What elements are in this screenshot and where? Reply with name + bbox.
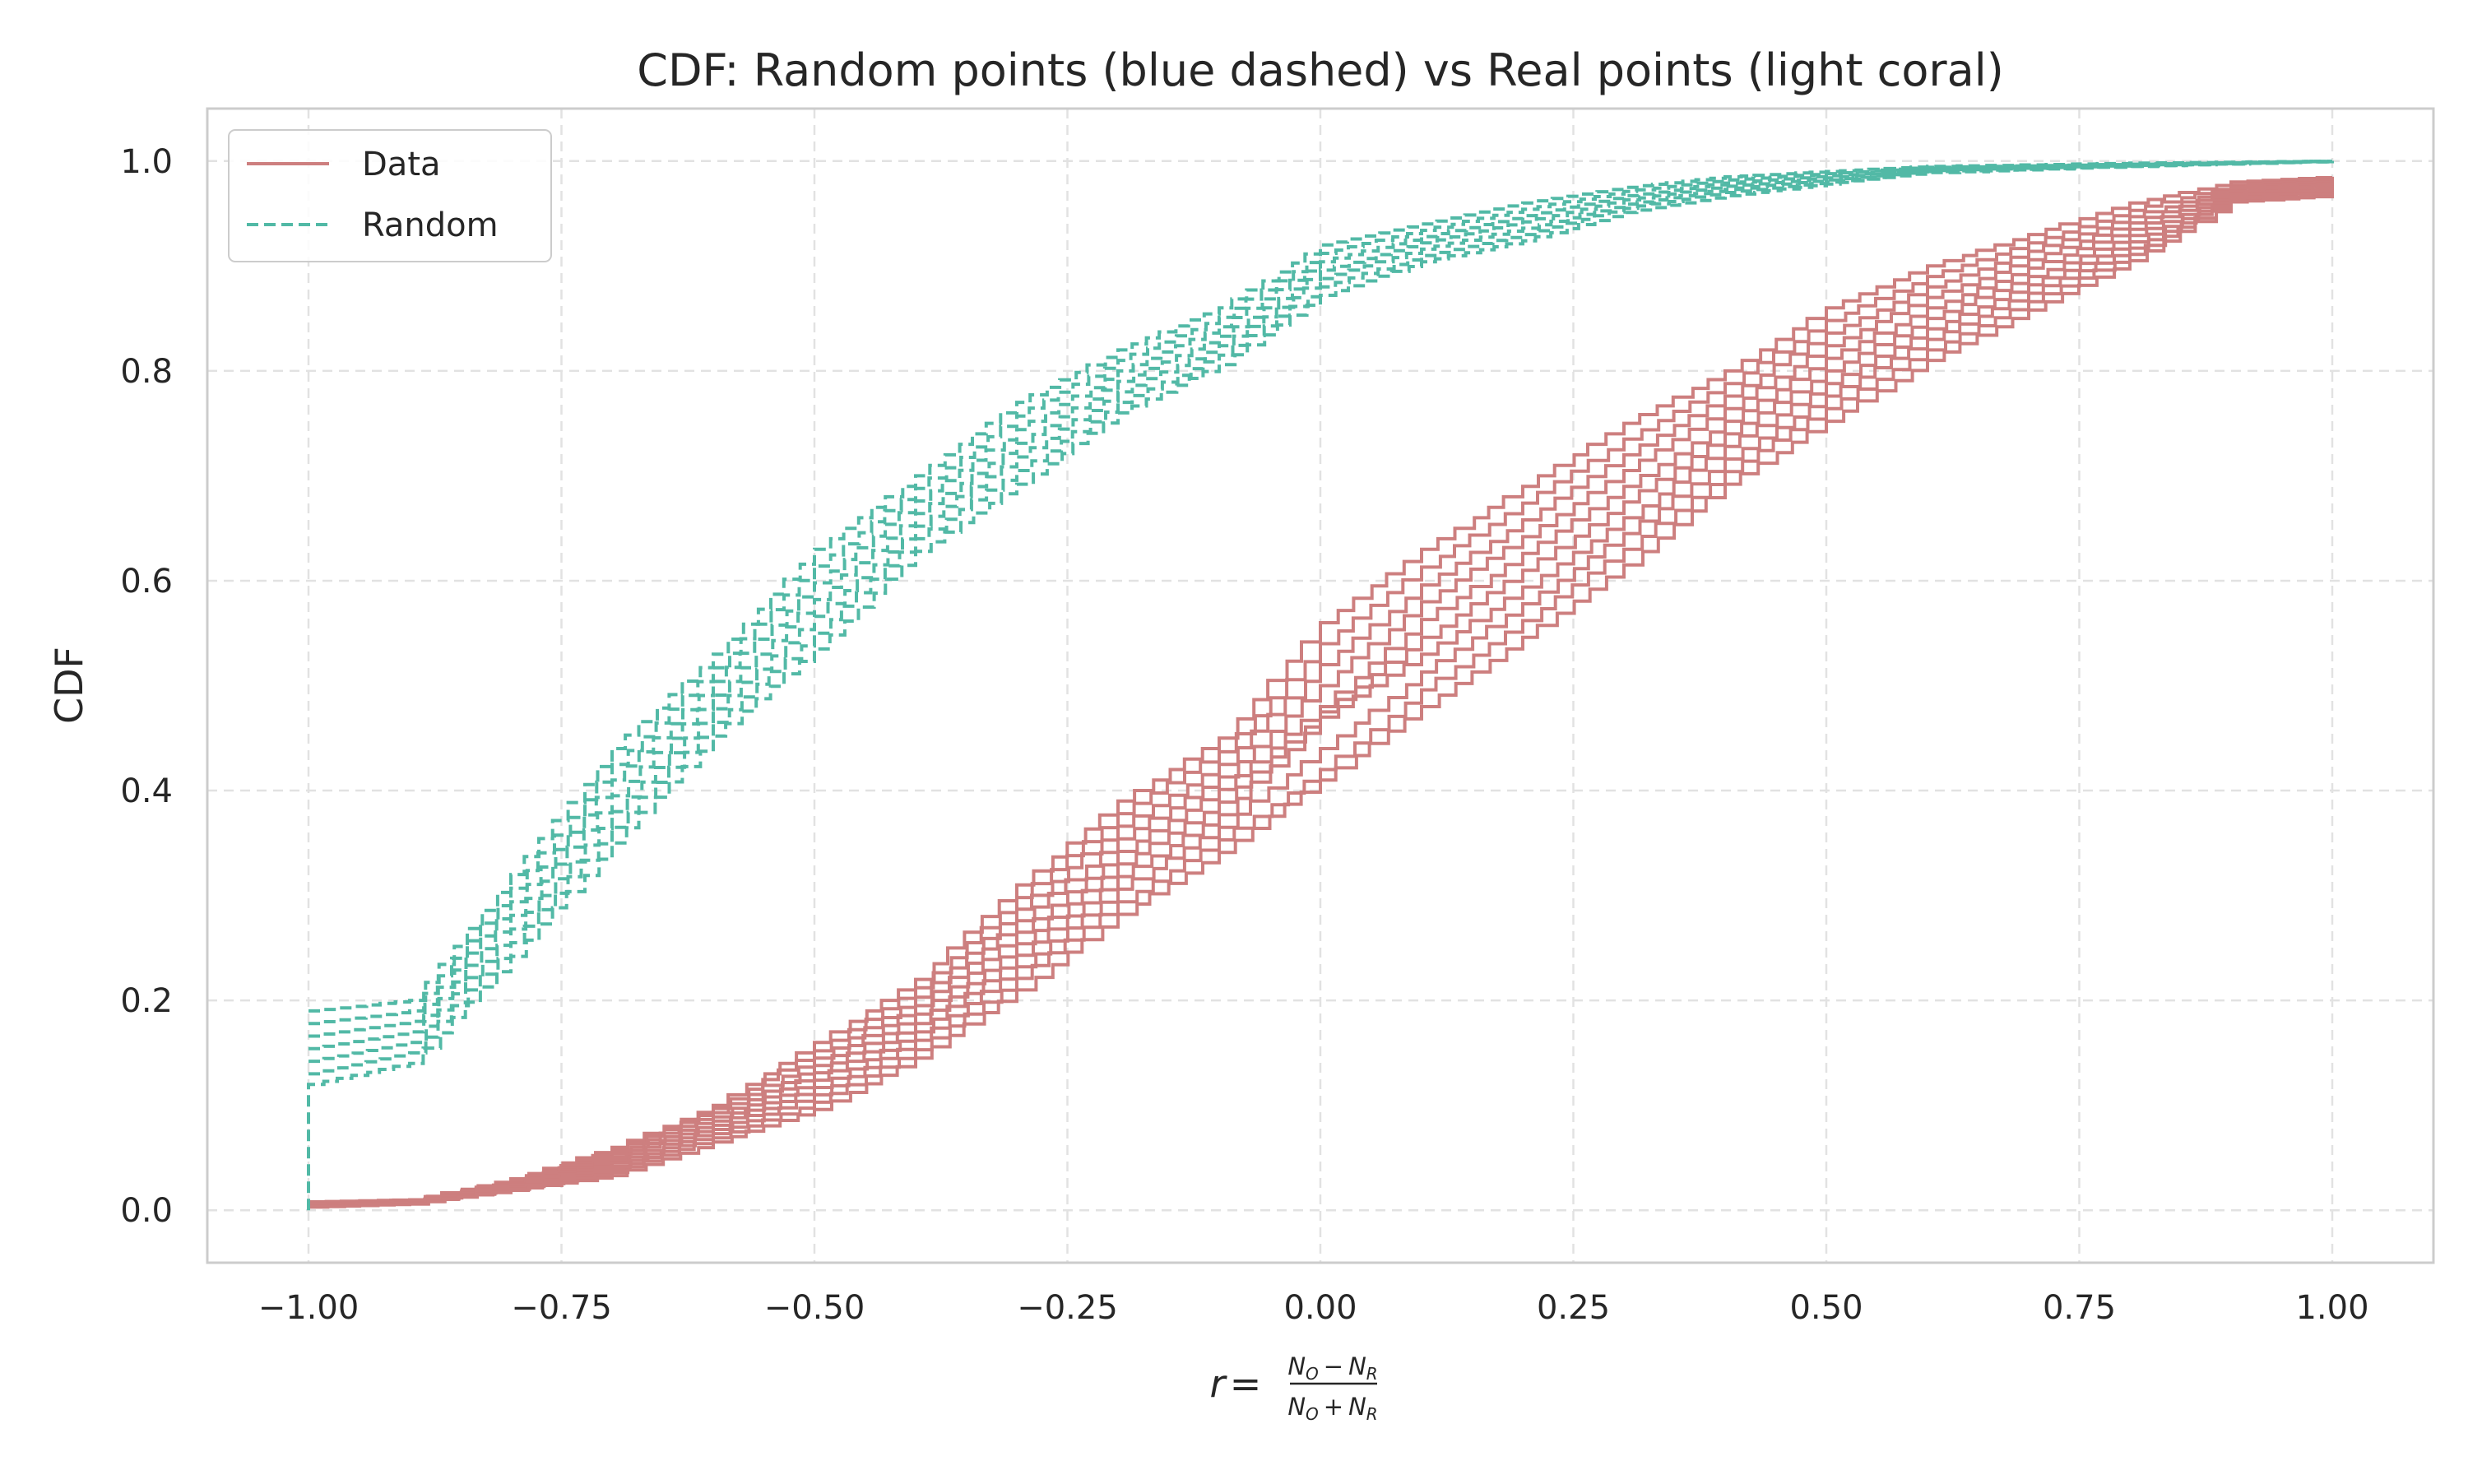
series-data-curve-8 xyxy=(308,192,2334,1208)
series-data-curve-6 xyxy=(308,188,2334,1207)
numerator-term-a: N xyxy=(1287,1352,1306,1380)
denominator-sub-a: O xyxy=(1306,1404,1319,1424)
series-layer xyxy=(307,160,2334,1211)
series-data xyxy=(308,176,2334,1209)
numerator-sub-b: R xyxy=(1366,1364,1378,1384)
series-random-curve-0 xyxy=(308,160,2334,1013)
x-tick-label: 1.00 xyxy=(2295,1289,2368,1327)
denominator-operator: + xyxy=(1324,1393,1343,1421)
series-random-curve-6 xyxy=(307,160,2334,1211)
x-axis-label-lhs: r xyxy=(1210,1361,1228,1406)
series-random-curve-2 xyxy=(308,160,2334,1038)
numerator-operator: − xyxy=(1324,1352,1343,1380)
x-tick-label: 0.75 xyxy=(2043,1289,2116,1327)
x-tick-labels: −1.00 −0.75 −0.50 −0.25 0.00 0.25 0.50 0.75 1.00 xyxy=(258,1289,2369,1327)
numerator-sub-a: O xyxy=(1306,1364,1319,1384)
legend-label-data: Data xyxy=(362,146,441,183)
x-tick-label: 0.50 xyxy=(1789,1289,1863,1327)
x-axis-label-denominator: NO + NR xyxy=(1287,1393,1377,1424)
x-tick-label: 0.00 xyxy=(1283,1289,1357,1327)
series-random-curve-4 xyxy=(308,160,2334,1064)
series-data-curve-1 xyxy=(308,178,2334,1205)
series-data-curve-9 xyxy=(308,195,2334,1209)
x-axis-label-numerator: NO − NR xyxy=(1287,1352,1377,1384)
x-tick-label: −0.50 xyxy=(764,1289,865,1327)
denominator-term-a: N xyxy=(1287,1393,1306,1421)
series-random-curve-3 xyxy=(308,160,2334,1050)
y-tick-label: 0.4 xyxy=(120,772,173,810)
y-tick-label: 1.0 xyxy=(120,143,173,181)
y-tick-labels: 0.0 0.2 0.4 0.6 0.8 1.0 xyxy=(120,143,173,1230)
series-data-curve-0 xyxy=(308,176,2334,1203)
series-data-curve-7 xyxy=(308,191,2334,1208)
y-tick-label: 0.6 xyxy=(120,563,173,601)
x-tick-label: −1.00 xyxy=(258,1289,360,1327)
chart-title: CDF: Random points (blue dashed) vs Real… xyxy=(637,44,2004,96)
x-tick-label: −0.75 xyxy=(511,1289,612,1327)
grid xyxy=(207,109,2433,1263)
series-data-curve-4 xyxy=(308,184,2334,1206)
series-random xyxy=(307,160,2334,1211)
x-axis-label-equals: = xyxy=(1230,1361,1262,1406)
y-tick-label: 0.8 xyxy=(120,353,173,391)
legend: Data Random xyxy=(228,129,552,262)
y-tick-label: 0.2 xyxy=(120,982,173,1020)
legend-label-random: Random xyxy=(362,206,499,244)
plot-frame xyxy=(206,107,2435,1264)
denominator-term-b: N xyxy=(1348,1393,1366,1421)
x-axis-label: r = NO − NR NO + NR xyxy=(1210,1352,1378,1424)
series-data-curve-5 xyxy=(308,186,2334,1207)
numerator-term-b: N xyxy=(1348,1352,1366,1380)
series-data-curve-3 xyxy=(308,182,2334,1206)
x-tick-label: −0.25 xyxy=(1017,1289,1118,1327)
y-tick-label: 0.0 xyxy=(120,1192,173,1230)
x-tick-label: 0.25 xyxy=(1537,1289,1610,1327)
y-axis-label: CDF xyxy=(47,647,91,724)
series-data-curve-2 xyxy=(308,180,2334,1205)
series-random-curve-5 xyxy=(308,160,2334,1076)
denominator-sub-b: R xyxy=(1366,1404,1378,1424)
series-random-curve-1 xyxy=(308,160,2334,1026)
